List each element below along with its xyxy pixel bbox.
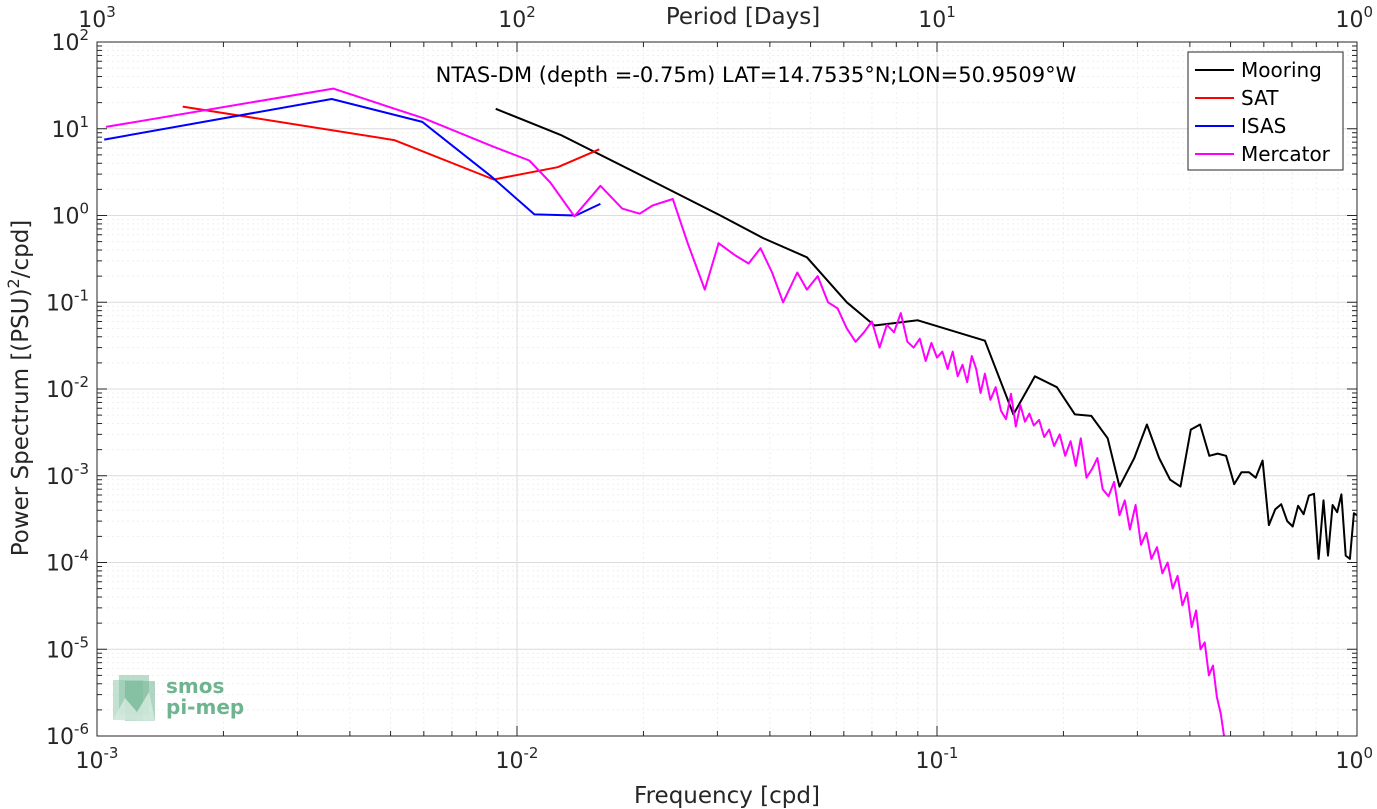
smos-pi-mep-logo: smos pi-mep: [113, 674, 244, 721]
y-axis-title: Power Spectrum [(PSU)2/cpd]: [4, 220, 34, 557]
top-x-tick-label: 101: [918, 3, 956, 33]
legend-label-isas: ISAS: [1241, 114, 1286, 138]
legend-box: [1187, 51, 1344, 171]
x-tick-label: 10-3: [76, 744, 119, 774]
y-tick-label: 10-3: [46, 460, 89, 490]
legend-label-mercator: Mercator: [1241, 142, 1331, 166]
y-tick-label: 10-6: [46, 720, 89, 750]
x-tick-label: 10-2: [496, 744, 539, 774]
y-tick-label: 10-2: [46, 373, 89, 403]
legend-entries: Mooring SAT ISAS Mercator: [1195, 58, 1331, 166]
ticks-layer: [96, 41, 1358, 737]
x-tick-label: 10-1: [916, 744, 959, 774]
series-line-mercator: [105, 87, 1226, 736]
y-tick-label: 10-1: [46, 286, 89, 316]
chart-title: NTAS-DM (depth =-0.75m) LAT=14.7535°N;LO…: [436, 63, 1077, 87]
y-tick-label: 100: [51, 200, 89, 230]
logo-line1: smos: [166, 674, 224, 698]
series-layer: [104, 87, 1357, 736]
x-axis-title: Frequency [cpd]: [634, 783, 820, 809]
y-tick-label: 101: [51, 113, 89, 143]
legend-label-sat: SAT: [1241, 86, 1279, 110]
y-tick-label: 10-4: [46, 547, 89, 577]
legend-label-mooring: Mooring: [1241, 58, 1322, 82]
top-x-axis-title: Period [Days]: [666, 4, 820, 30]
y-tick-label: 10-5: [46, 633, 89, 663]
top-x-tick-label: 100: [1335, 3, 1373, 33]
y-tick-label: 102: [51, 26, 89, 56]
top-x-tick-label: 103: [78, 3, 116, 33]
x-tick-label: 100: [1335, 744, 1373, 774]
logo-mark-icon: [113, 675, 155, 721]
logo-line2: pi-mep: [166, 695, 244, 719]
top-x-tick-label: 102: [498, 3, 536, 33]
legend: Mooring SAT ISAS Mercator: [1187, 51, 1344, 171]
series-line-mooring: [495, 107, 1357, 560]
